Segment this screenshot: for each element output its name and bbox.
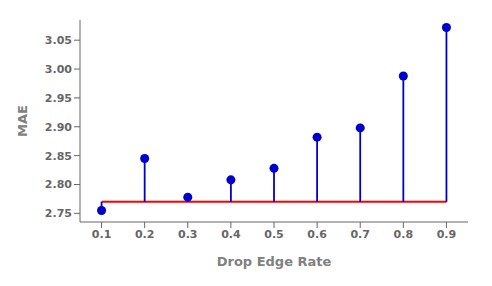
svg-text:2.80: 2.80 [45, 178, 72, 191]
svg-text:0.5: 0.5 [264, 228, 284, 241]
svg-text:0.6: 0.6 [307, 228, 327, 241]
svg-text:0.9: 0.9 [437, 228, 457, 241]
svg-text:0.4: 0.4 [221, 228, 241, 241]
svg-text:2.75: 2.75 [45, 207, 72, 220]
svg-text:0.8: 0.8 [394, 228, 414, 241]
svg-text:0.3: 0.3 [178, 228, 198, 241]
svg-text:Drop Edge Rate: Drop Edge Rate [217, 254, 332, 269]
svg-text:0.1: 0.1 [92, 228, 112, 241]
svg-text:3.00: 3.00 [45, 63, 72, 76]
svg-text:2.90: 2.90 [45, 121, 72, 134]
svg-text:2.95: 2.95 [45, 92, 72, 105]
svg-text:MAE: MAE [15, 105, 30, 137]
svg-text:0.7: 0.7 [350, 228, 370, 241]
svg-text:0.2: 0.2 [135, 228, 155, 241]
svg-text:3.05: 3.05 [45, 34, 72, 47]
svg-text:2.85: 2.85 [45, 150, 72, 163]
